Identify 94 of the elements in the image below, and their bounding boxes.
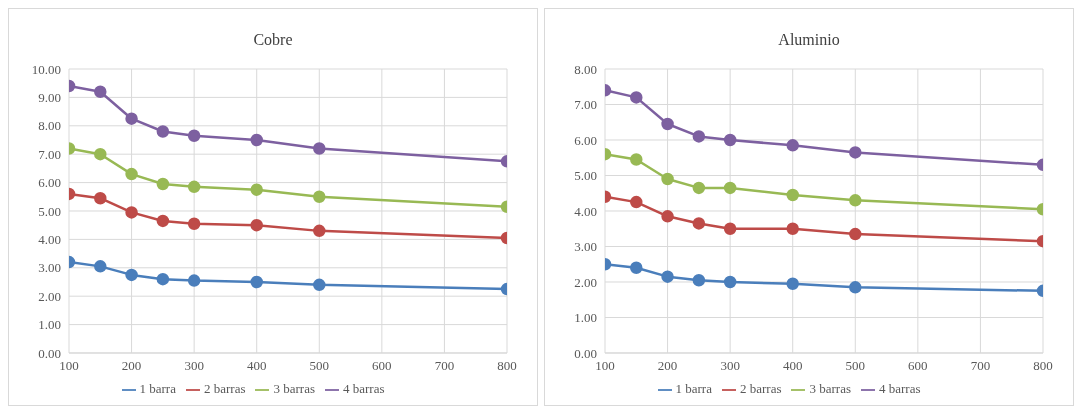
x-tick-label: 300	[184, 358, 204, 374]
y-tick-label: 8.00	[574, 61, 597, 77]
point	[661, 210, 674, 223]
legend-label: 1 barra	[139, 380, 176, 396]
point	[786, 277, 799, 291]
point	[692, 273, 706, 287]
point	[630, 195, 643, 209]
y-tick-label: 6.00	[38, 175, 61, 191]
x-tick-label: 400	[782, 358, 803, 374]
legend-label: 4 barras	[342, 380, 385, 396]
point	[786, 139, 799, 152]
y-tick-label: 3.00	[574, 239, 597, 255]
point	[187, 274, 201, 287]
chart-title: Aluminio	[777, 30, 841, 50]
point	[156, 214, 170, 228]
point	[786, 188, 799, 202]
y-tick-label: 7.00	[38, 146, 61, 162]
y-tick-label: 1.00	[574, 310, 597, 326]
point	[187, 180, 201, 194]
point	[692, 181, 706, 195]
point	[250, 183, 263, 196]
y-tick-label: 10.00	[31, 61, 61, 77]
point	[849, 146, 862, 159]
point	[849, 227, 862, 241]
point	[125, 268, 138, 282]
y-tick-label: 4.00	[574, 203, 597, 219]
y-tick-label: 3.00	[38, 260, 61, 276]
legend-label: 3 barras	[273, 380, 315, 396]
point	[692, 130, 706, 143]
legend-label: 4 barras	[878, 380, 921, 396]
x-tick-label: 400	[246, 358, 267, 374]
y-tick-label: 1.00	[38, 317, 61, 333]
point	[630, 261, 643, 275]
point	[250, 218, 263, 232]
point	[187, 129, 201, 142]
point	[692, 217, 706, 230]
point	[313, 190, 326, 204]
point	[156, 272, 170, 286]
point	[786, 222, 799, 235]
x-tick-label: 200	[657, 358, 678, 374]
x-tick-label: 600	[372, 358, 392, 374]
y-tick-label: 6.00	[574, 132, 597, 148]
point	[723, 181, 737, 195]
y-tick-label: 8.00	[38, 118, 61, 134]
point	[125, 112, 138, 125]
y-tick-label: 0.00	[38, 345, 61, 361]
legend-label: 2 barras	[203, 380, 246, 396]
x-tick-label: 300	[720, 358, 740, 374]
point	[630, 153, 643, 166]
point	[723, 222, 737, 235]
x-tick-label: 100	[59, 358, 79, 374]
x-tick-label: 800	[1033, 358, 1053, 374]
point	[187, 217, 201, 231]
y-tick-label: 5.00	[38, 203, 61, 219]
point	[313, 278, 326, 292]
legend-label: 3 barras	[809, 380, 851, 396]
point	[723, 133, 737, 147]
point	[313, 142, 326, 155]
point	[661, 172, 674, 186]
x-tick-label: 200	[121, 358, 142, 374]
point	[630, 91, 643, 104]
point	[723, 275, 737, 289]
chart-title: Cobre	[252, 30, 294, 50]
point	[94, 260, 107, 273]
x-tick-label: 600	[908, 358, 928, 374]
point	[94, 191, 107, 205]
point	[849, 281, 862, 294]
point	[156, 125, 170, 138]
legend-label: 2 barras	[739, 380, 782, 396]
y-tick-label: 2.00	[38, 288, 61, 304]
x-tick-label: 500	[309, 358, 330, 374]
point	[94, 147, 107, 161]
x-tick-label: 700	[434, 358, 455, 374]
point	[313, 224, 326, 238]
point	[94, 85, 107, 98]
y-tick-label: 9.00	[38, 90, 61, 106]
point	[250, 275, 263, 289]
point	[661, 270, 674, 283]
point	[849, 194, 862, 207]
point	[661, 117, 674, 131]
y-tick-label: 0.00	[574, 345, 597, 361]
x-tick-label: 500	[845, 358, 866, 374]
y-tick-label: 4.00	[38, 232, 61, 248]
y-tick-label: 2.00	[574, 274, 597, 290]
x-tick-label: 100	[595, 358, 615, 374]
point	[125, 167, 138, 181]
y-tick-label: 7.00	[574, 97, 597, 113]
y-tick-label: 5.00	[574, 168, 597, 184]
point	[250, 133, 263, 147]
x-tick-label: 700	[970, 358, 991, 374]
point	[156, 177, 170, 191]
point	[125, 206, 138, 219]
legend-label: 1 barra	[675, 380, 712, 396]
x-tick-label: 800	[497, 358, 517, 374]
